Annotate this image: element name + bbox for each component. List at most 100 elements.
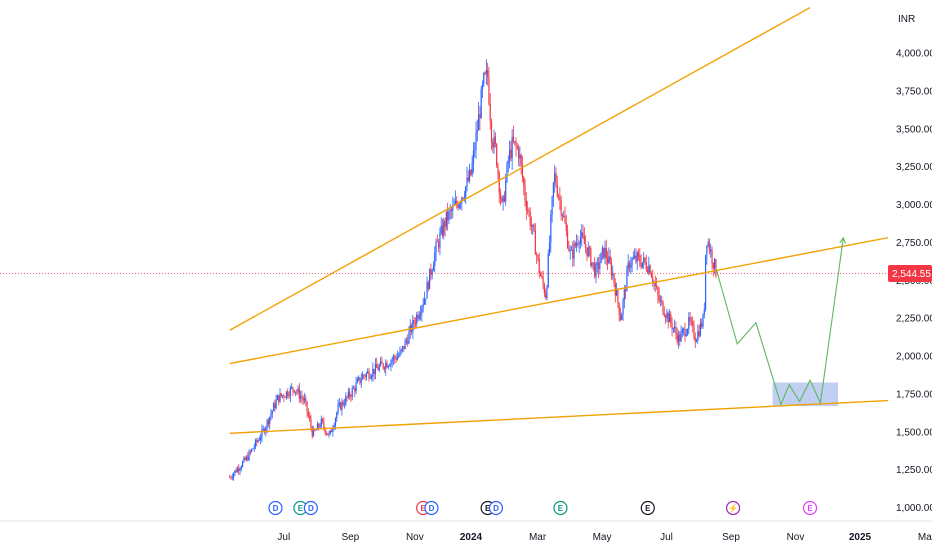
candle-body[interactable] [521,164,524,178]
candle-body[interactable] [628,262,631,268]
candle-body[interactable] [661,299,663,302]
candle-body[interactable] [278,395,280,403]
candle-body[interactable] [391,359,393,362]
candle-body[interactable] [505,180,507,202]
candle-body[interactable] [510,149,512,159]
candle-body[interactable] [244,457,246,460]
candle-body[interactable] [229,477,231,478]
candle-body[interactable] [488,76,490,104]
event-marker[interactable]: D [488,500,504,516]
candle-body[interactable] [320,418,322,427]
trendline-1[interactable] [229,6,811,331]
candle-body[interactable] [652,277,654,283]
candle-body[interactable] [492,142,494,148]
candle-body[interactable] [450,209,453,211]
candle-body[interactable] [714,259,716,269]
candle-body[interactable] [363,374,365,376]
candle-body[interactable] [414,323,417,325]
candle-body[interactable] [487,70,489,77]
candle-body[interactable] [659,299,662,301]
candle-body[interactable] [663,313,665,317]
candle-body[interactable] [423,298,426,305]
candle-body[interactable] [338,402,340,405]
candle-body[interactable] [383,367,386,370]
candle-body[interactable] [430,268,432,275]
candle-body[interactable] [257,440,259,442]
candle-body[interactable] [312,429,315,437]
candle-body[interactable] [626,269,628,292]
candle-body[interactable] [497,165,499,173]
candle-body[interactable] [489,103,491,122]
candle-body[interactable] [239,468,241,471]
candle-body[interactable] [639,255,641,263]
candle-body[interactable] [502,195,504,202]
candle-body[interactable] [666,312,668,318]
candle-body[interactable] [387,365,389,368]
candle-body[interactable] [511,136,513,159]
price-axis[interactable]: INR 4,000.00 3,750.00 3,500.00 3,250.00 3,00… [896,14,932,514]
candle-body[interactable] [240,466,242,469]
candle-body[interactable] [463,197,466,199]
candle-body[interactable] [300,396,302,399]
candle-body[interactable] [279,393,281,403]
candle-body[interactable] [610,262,613,276]
candle-body[interactable] [512,136,515,142]
candle-body[interactable] [429,268,431,290]
candle-body[interactable] [301,396,303,399]
candle-body[interactable] [435,241,437,253]
candle-body[interactable] [443,221,445,236]
candle-body[interactable] [702,314,704,327]
candle-body[interactable] [368,371,370,379]
candle-body[interactable] [457,204,459,209]
candle-body[interactable] [284,397,286,399]
candle-body[interactable] [236,468,239,473]
candle-body[interactable] [319,426,321,428]
candle-body[interactable] [467,177,469,181]
candle-body[interactable] [564,215,566,224]
candle-body[interactable] [644,257,646,263]
candle-body[interactable] [432,265,435,271]
candle-body[interactable] [454,200,456,205]
candle-body[interactable] [701,322,703,327]
candle-body[interactable] [434,252,436,266]
candle-body[interactable] [625,289,627,292]
candle-body[interactable] [426,282,428,299]
candle-body[interactable] [594,263,596,277]
candle-body[interactable] [416,314,418,324]
candle-body[interactable] [452,205,454,211]
candle-body[interactable] [238,468,240,471]
candle-body[interactable] [328,433,330,435]
candle-body[interactable] [605,247,607,259]
candle-body[interactable] [566,230,569,248]
candle-body[interactable] [708,242,711,252]
candle-body[interactable] [441,225,444,236]
candle-body[interactable] [525,200,527,210]
candle-body[interactable] [350,396,352,398]
candle-body[interactable] [494,136,496,145]
candle-body[interactable] [556,185,558,196]
candle-body[interactable] [399,351,401,356]
candle-body[interactable] [635,255,637,262]
candle-body[interactable] [285,391,288,398]
candle-body[interactable] [314,429,316,431]
candle-body[interactable] [699,322,702,336]
candle-body[interactable] [327,433,329,435]
candle-body[interactable] [440,225,442,234]
candle-body[interactable] [515,141,517,147]
candle-body[interactable] [251,449,253,452]
event-marker[interactable]: E [802,500,818,516]
projection-path[interactable] [715,237,844,407]
candle-body[interactable] [341,401,343,410]
event-marker[interactable]: D [303,500,318,516]
candle-body[interactable] [672,328,674,330]
candle-body[interactable] [506,163,508,181]
candle-body[interactable] [470,169,472,175]
candle-body[interactable] [706,245,708,255]
candle-body[interactable] [385,362,387,370]
candle-body[interactable] [530,225,533,227]
candle-body[interactable] [649,265,651,274]
candle-body[interactable] [346,396,348,398]
candle-body[interactable] [413,320,415,324]
candle-body[interactable] [604,247,606,258]
